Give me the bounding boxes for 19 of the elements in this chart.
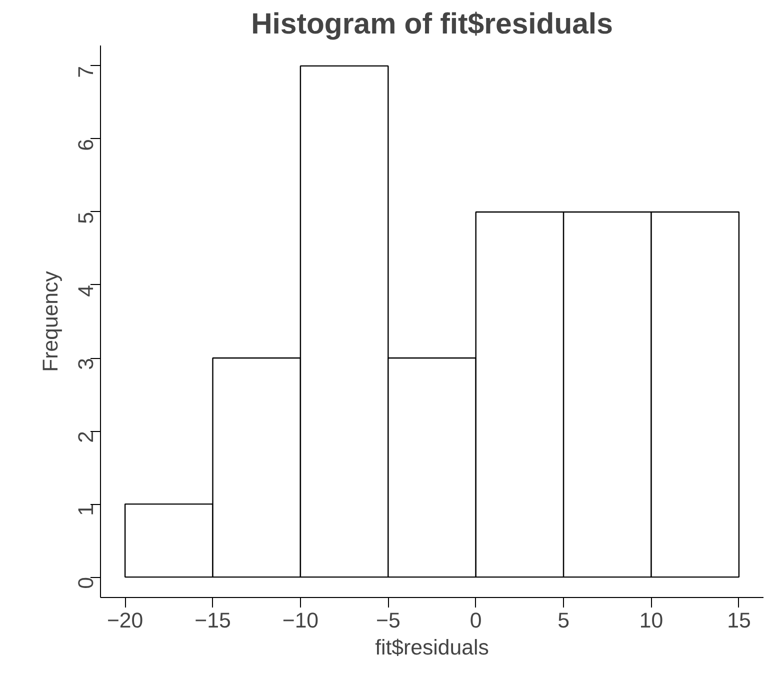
x-tick-label: −10 bbox=[282, 608, 319, 632]
y-tick-label: 2 bbox=[74, 431, 98, 443]
y-tick-label: 0 bbox=[74, 576, 98, 589]
y-tick-label: 6 bbox=[74, 138, 98, 151]
chart-title: Histogram of fit$residuals bbox=[251, 8, 613, 40]
y-tick-label: 3 bbox=[74, 358, 98, 370]
y-tick-label: 4 bbox=[74, 284, 98, 297]
x-tick-label: −20 bbox=[106, 608, 144, 632]
y-axis-title: Frequency bbox=[38, 270, 62, 372]
x-tick-label: 15 bbox=[727, 608, 751, 632]
y-tick-label: 5 bbox=[74, 212, 98, 224]
x-axis-title: fit$residuals bbox=[375, 636, 489, 660]
x-tick-label: 0 bbox=[470, 608, 482, 632]
x-tick-label: 5 bbox=[558, 608, 570, 632]
y-tick-label: 7 bbox=[74, 66, 98, 78]
x-tick-label: 10 bbox=[639, 608, 664, 632]
x-tick-label: −15 bbox=[194, 608, 231, 632]
y-tick-label: 1 bbox=[74, 504, 98, 516]
x-tick-label: −5 bbox=[376, 608, 400, 632]
